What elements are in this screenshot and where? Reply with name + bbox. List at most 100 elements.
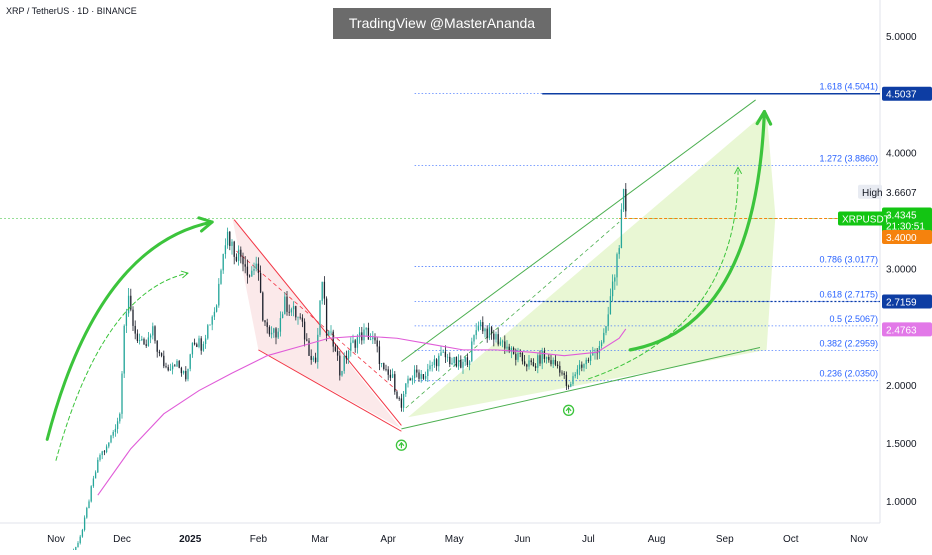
y-tick-label: 1.5000	[886, 439, 917, 450]
candle-body	[95, 472, 96, 478]
candle-body	[119, 414, 120, 421]
candle-body	[610, 296, 611, 314]
candle-body	[379, 346, 380, 364]
candle-body	[190, 354, 191, 368]
candle-body	[440, 352, 441, 355]
candle-body	[396, 392, 397, 398]
candle-body	[377, 340, 378, 346]
x-tick-label: Jun	[514, 534, 530, 545]
ma-value-badge-text: 2.4763	[886, 325, 917, 336]
candle-body	[489, 327, 490, 338]
candle-body	[238, 250, 239, 261]
candle-body	[102, 451, 103, 455]
candle-body	[212, 317, 213, 325]
y-tick-label: 1.0000	[886, 497, 917, 508]
candle-body	[194, 343, 195, 345]
candle-body	[306, 339, 307, 340]
candle-body	[146, 344, 147, 346]
candle-body	[284, 297, 285, 315]
candle-body	[159, 352, 160, 353]
candle-body	[568, 386, 569, 387]
candle-body	[86, 508, 87, 518]
candle-body	[315, 358, 316, 362]
x-tick-label: Feb	[250, 534, 268, 545]
candle-body	[346, 356, 347, 359]
x-tick-label: Aug	[648, 534, 666, 545]
y-tick-label: 3.0000	[886, 265, 917, 276]
candle-body	[179, 361, 180, 368]
candle-body	[225, 245, 226, 254]
candle-body	[392, 374, 393, 378]
candle-body	[269, 327, 270, 334]
candle-body	[478, 326, 479, 330]
candle-body	[372, 337, 373, 339]
candle-body	[526, 364, 527, 366]
candle-body	[77, 543, 78, 547]
candle-body	[300, 317, 301, 318]
candle-body	[454, 357, 455, 363]
candle-body	[559, 366, 560, 373]
candle-body	[247, 267, 248, 276]
candle-body	[581, 365, 582, 368]
candle-body	[583, 364, 584, 368]
candle-body	[355, 340, 356, 347]
candle-body	[229, 232, 230, 246]
candle-body	[425, 376, 426, 379]
x-tick-label: Dec	[113, 534, 131, 545]
candle-body	[264, 320, 265, 322]
candle-body	[231, 242, 232, 246]
candle-body	[293, 306, 294, 309]
candle-body	[394, 374, 395, 392]
symbol-badge-text: XRPUSDT	[842, 215, 890, 226]
x-tick-label: 2025	[179, 534, 202, 545]
candle-body	[218, 284, 219, 306]
candle-body	[548, 357, 549, 360]
candle-body	[289, 312, 290, 313]
candle-body	[370, 339, 371, 340]
candle-body	[291, 309, 292, 312]
candle-body	[128, 296, 129, 314]
candle-body	[106, 446, 107, 452]
candle-body	[522, 353, 523, 361]
x-tick-label: Mar	[311, 534, 329, 545]
candle-body	[539, 355, 540, 363]
candle-body	[187, 369, 188, 379]
candle-body	[93, 478, 94, 486]
candle-body	[385, 369, 386, 370]
candle-body	[436, 359, 437, 366]
candle-body	[495, 334, 496, 339]
candle-body	[533, 362, 534, 366]
y-tick-label: 5.0000	[886, 32, 917, 43]
candle-body	[603, 333, 604, 342]
candle-body	[236, 257, 237, 261]
candle-body	[148, 337, 149, 345]
candle-body	[374, 337, 375, 340]
candle-body	[473, 335, 474, 341]
symbol-title[interactable]: XRP / TetherUS · 1D · BINANCE	[6, 6, 137, 16]
candle-body	[165, 366, 166, 367]
candle-body	[135, 326, 136, 334]
candle-body	[267, 322, 268, 327]
candle-body	[443, 352, 444, 353]
candle-body	[427, 369, 428, 376]
candle-body	[104, 451, 105, 452]
candle-body	[258, 264, 259, 273]
candle-body	[234, 242, 235, 257]
candle-body	[357, 337, 358, 348]
candle-body	[500, 342, 501, 345]
candle-body	[504, 341, 505, 348]
candle-body	[599, 346, 600, 353]
candle-body	[458, 360, 459, 366]
fib-level-label: 0.236 (2.0350)	[819, 369, 878, 379]
candle-body	[418, 373, 419, 379]
y-tick-label: 2.0000	[886, 381, 917, 392]
candle-body	[414, 370, 415, 378]
last-price-badge-text: 3.4345	[886, 211, 917, 222]
candle-body	[326, 299, 327, 336]
candle-body	[480, 322, 481, 326]
candle-body	[141, 339, 142, 340]
candle-body	[256, 264, 257, 269]
candle-body	[460, 360, 461, 368]
